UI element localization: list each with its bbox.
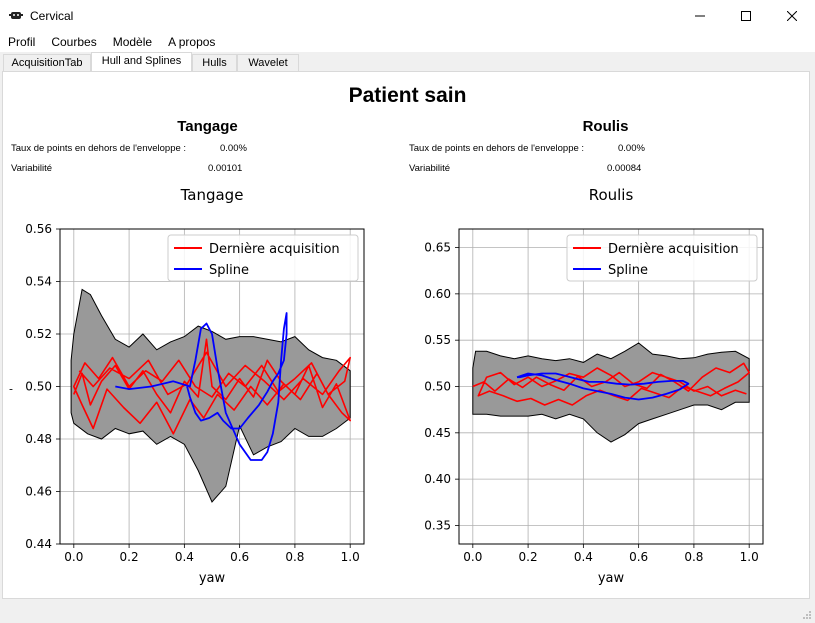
- window-controls: [677, 0, 815, 31]
- minimize-icon: [695, 15, 705, 16]
- right-xaxis-label: yaw: [598, 571, 625, 586]
- right-xtick-label: 1.0: [740, 550, 759, 564]
- left-heading: Tangage: [177, 118, 238, 135]
- left-variability-value: 0.00101: [208, 163, 243, 174]
- left-legend-label: Dernière acquisition: [209, 242, 340, 257]
- menu-a-propos[interactable]: A propos: [168, 34, 216, 49]
- left-xtick-label: 0.6: [230, 550, 249, 564]
- right-ytick-label: 0.35: [424, 518, 451, 532]
- tab-acquisition[interactable]: AcquisitionTab: [3, 54, 91, 71]
- menu-bar: Profil Courbes Modèle A propos: [0, 31, 815, 52]
- right-xtick-label: 0.2: [519, 550, 538, 564]
- left-ytick-label: 0.52: [25, 327, 52, 341]
- right-ytick-label: 0.45: [424, 426, 451, 440]
- right-axes-frame: [458, 228, 764, 545]
- menu-profil[interactable]: Profil: [8, 34, 36, 49]
- resize-grip-icon[interactable]: [802, 610, 812, 620]
- right-series-spline: [516, 372, 690, 401]
- right-heading: Roulis: [582, 118, 629, 135]
- left-ytick-label: 0.54: [25, 275, 52, 289]
- left-chart-title: Tangage: [180, 186, 244, 204]
- right-xtick-label: 0.6: [629, 550, 648, 564]
- left-xaxis-label: yaw: [199, 571, 226, 586]
- app-icon: [9, 11, 23, 19]
- tab-bar: AcquisitionTab Hull and Splines Hulls Wa…: [0, 52, 815, 72]
- figure-title: Patient sain: [348, 84, 467, 107]
- right-ytick-label: 0.55: [424, 333, 451, 347]
- right-legend-box: [566, 234, 758, 282]
- right-variability-value: 0.00084: [607, 163, 642, 174]
- left-legend-box: [167, 234, 359, 282]
- left-ytick-label: 0.56: [25, 222, 52, 236]
- right-xtick-label: 0.4: [574, 550, 593, 564]
- right-ytick-label: 0.65: [424, 241, 451, 255]
- left-series-spline: [115, 312, 288, 461]
- right-outside-label: Taux de points en dehors de l'enveloppe …: [409, 143, 585, 154]
- right-legend-label: Spline: [608, 263, 648, 278]
- minimize-button[interactable]: [677, 0, 723, 31]
- left-outside-label: Taux de points en dehors de l'enveloppe …: [11, 143, 187, 154]
- left-ytick-label: 0.48: [25, 432, 52, 446]
- menu-courbes[interactable]: Courbes: [51, 34, 97, 49]
- left-xtick-label: 0.8: [285, 550, 304, 564]
- figure-panel: [2, 71, 810, 599]
- left-yaxis-label: -: [9, 383, 13, 396]
- tab-hulls[interactable]: Hulls: [192, 54, 237, 71]
- right-ytick-label: 0.40: [424, 472, 451, 486]
- right-chart-title: Roulis: [589, 186, 634, 204]
- maximize-button[interactable]: [723, 0, 769, 31]
- left-axes-frame: [59, 228, 365, 545]
- left-outside-value: 0.00%: [220, 143, 247, 154]
- close-icon: [787, 10, 797, 21]
- right-xtick-label: 0.0: [463, 550, 482, 564]
- right-ytick-label: 0.60: [424, 287, 451, 301]
- left-xtick-label: 0.2: [120, 550, 139, 564]
- right-hull-envelope: [472, 342, 750, 443]
- left-xtick-label: 1.0: [341, 550, 360, 564]
- title-bar[interactable]: Cervical: [0, 0, 815, 31]
- left-series-acquisition: [73, 338, 352, 435]
- left-ytick-label: 0.50: [25, 380, 52, 394]
- left-ytick-label: 0.46: [25, 485, 52, 499]
- left-ytick-label: 0.44: [25, 537, 52, 551]
- left-xtick-label: 0.0: [64, 550, 83, 564]
- right-series-acquisition: [472, 362, 751, 406]
- left-variability-label: Variabilité: [11, 163, 53, 174]
- right-xtick-label: 0.8: [684, 550, 703, 564]
- right-ytick-label: 0.50: [424, 380, 451, 394]
- left-xtick-label: 0.4: [175, 550, 194, 564]
- tab-wavelet[interactable]: Wavelet: [237, 54, 299, 71]
- maximize-icon: [741, 10, 751, 21]
- close-button[interactable]: [769, 0, 815, 31]
- right-variability-label: Variabilité: [409, 163, 451, 174]
- menu-modele[interactable]: Modèle: [112, 34, 153, 49]
- status-bar: [0, 599, 815, 623]
- window-title: Cervical: [30, 8, 74, 23]
- left-legend-label: Spline: [209, 263, 249, 278]
- right-outside-value: 0.00%: [618, 143, 645, 154]
- tab-hull-and-splines[interactable]: Hull and Splines: [91, 52, 192, 72]
- right-legend-label: Dernière acquisition: [608, 242, 739, 257]
